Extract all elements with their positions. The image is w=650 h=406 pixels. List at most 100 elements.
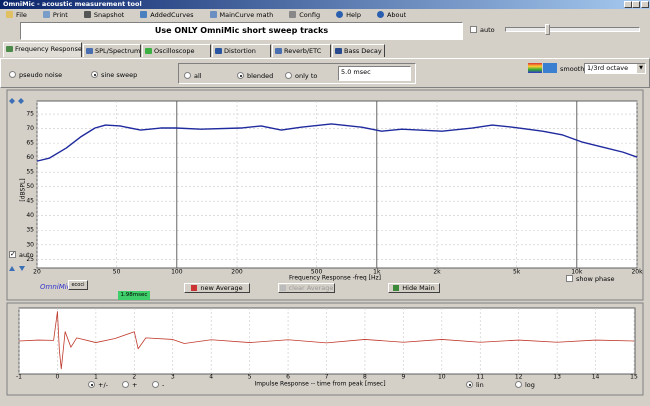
- y-tick-label: 40: [26, 212, 34, 219]
- menu-label: Print: [52, 10, 68, 19]
- menu-label: Config: [299, 10, 321, 19]
- menu-item[interactable]: Snapshot: [83, 10, 125, 19]
- x-tick-label: 1: [94, 374, 98, 381]
- smoothing-value: 1/3rd octave: [587, 64, 629, 72]
- new-average-button[interactable]: new Average: [184, 283, 250, 293]
- window-group: [178, 63, 416, 84]
- close-button[interactable]: [641, 1, 649, 8]
- radio-polarity[interactable]: +: [122, 381, 137, 389]
- slider-track[interactable]: [505, 27, 640, 32]
- hide-main-button[interactable]: Hide Main: [388, 283, 440, 293]
- radio-polarity[interactable]: +/-: [88, 381, 108, 389]
- radio-pseudo-noise[interactable]: pseudo noise: [9, 71, 62, 79]
- y-tick-label: 65: [26, 140, 34, 147]
- clear-average-button[interactable]: clear Average: [278, 283, 335, 293]
- menu-item[interactable]: Print: [42, 10, 68, 19]
- tab[interactable]: Distortion: [212, 44, 271, 57]
- tab[interactable]: Oscilloscope: [142, 44, 211, 57]
- x-tick-label: 200: [231, 269, 243, 276]
- x-tick-label: 50: [113, 269, 121, 276]
- menu-label: Snapshot: [93, 10, 125, 19]
- menu-label: MainCurve math: [219, 10, 274, 19]
- menu-item[interactable]: AddedCurves: [140, 10, 194, 19]
- freq-y-label: [dBSPL]: [20, 178, 27, 201]
- window-time-input[interactable]: 5.0 msec: [338, 66, 411, 81]
- y-tick-label: 55: [26, 169, 34, 176]
- button-label: Hide Main: [402, 284, 435, 292]
- delay-box: 1.98msec: [118, 291, 150, 300]
- smoothing-label: smoothing: [560, 65, 595, 73]
- tab[interactable]: SPL/Spectrum: [83, 44, 141, 57]
- radio-sine-sweep[interactable]: sine sweep: [91, 71, 137, 79]
- y-tick-label: 30: [26, 241, 34, 248]
- brand-label: OmniMic: [40, 283, 71, 291]
- view-icon[interactable]: [543, 63, 557, 73]
- menu-item[interactable]: Config: [289, 11, 320, 19]
- auto-checkbox[interactable]: auto: [470, 26, 495, 34]
- x-tick-label: 7: [325, 374, 329, 381]
- radio-all[interactable]: all: [184, 72, 202, 80]
- x-tick-label: 14: [592, 374, 600, 381]
- x-tick-label: 1k: [373, 269, 381, 276]
- y-tick-label: 60: [26, 154, 34, 161]
- x-tick-label: 20k: [631, 269, 643, 276]
- show-phase-checkbox[interactable]: show phase: [566, 275, 614, 283]
- x-tick-label: 100: [171, 269, 183, 276]
- menu-item[interactable]: About: [376, 11, 406, 19]
- freq-plot-area: [36, 100, 638, 269]
- freq-x-label: Frequency Response -freq [Hz]: [289, 275, 381, 282]
- x-tick-label: 10: [438, 374, 446, 381]
- menu-label: File: [16, 10, 27, 19]
- button-label: clear Average: [288, 284, 334, 292]
- menu-item[interactable]: MainCurve math: [209, 10, 274, 19]
- menu-item[interactable]: Help: [336, 11, 361, 19]
- title-bar: OmniMic - acoustic measurement tool: [0, 0, 650, 9]
- x-tick-label: 2: [132, 374, 136, 381]
- menu-label: Help: [346, 10, 361, 19]
- smoothing-select[interactable]: 1/3rd octave ▼: [584, 63, 646, 74]
- x-tick-label: 500: [311, 269, 323, 276]
- x-tick-label: 0: [56, 374, 60, 381]
- menu-bar: File Print Snapshot AddedCurves MainCurv…: [0, 9, 650, 20]
- x-tick-label: 10k: [571, 269, 583, 276]
- menu-item[interactable]: File: [6, 11, 27, 19]
- scale-arrows[interactable]: [9, 266, 25, 271]
- tab[interactable]: Bass Decay: [332, 44, 385, 57]
- tab[interactable]: Reverb/ETC: [272, 44, 331, 57]
- button-label: new Average: [200, 284, 243, 292]
- minimize-button[interactable]: [624, 1, 632, 8]
- y-tick-label: 25: [26, 256, 34, 263]
- x-tick-label: 13: [553, 374, 561, 381]
- x-tick-label: 15: [630, 374, 638, 381]
- y-tick-label: 70: [26, 125, 34, 132]
- radio-log[interactable]: log: [515, 381, 535, 389]
- zoom-icons[interactable]: [9, 98, 24, 104]
- x-tick-label: -1: [16, 374, 22, 381]
- impulse-plot-area: [18, 307, 636, 375]
- color-icon[interactable]: [528, 63, 542, 73]
- menu-label: AddedCurves: [150, 10, 194, 19]
- radio-only-to[interactable]: only to: [285, 72, 317, 80]
- x-tick-label: 6: [286, 374, 290, 381]
- radio-polarity[interactable]: -: [152, 381, 164, 389]
- y-tick-label: 35: [26, 227, 34, 234]
- dropdown-arrow[interactable]: ▼: [637, 64, 645, 73]
- tab[interactable]: Frequency Response: [3, 42, 82, 57]
- x-tick-label: 5: [248, 374, 252, 381]
- x-tick-label: 20: [33, 269, 41, 276]
- maximize-button[interactable]: [632, 1, 640, 8]
- slider-thumb[interactable]: [545, 24, 550, 35]
- y-tick-label: 45: [26, 198, 34, 205]
- frequency-curve: [36, 123, 638, 162]
- radio-blended[interactable]: blended: [237, 72, 273, 80]
- x-tick-label: 8: [363, 374, 367, 381]
- window-title: OmniMic - acoustic measurement tool: [3, 0, 142, 8]
- x-tick-label: 12: [515, 374, 523, 381]
- freq-auto-checkbox[interactable]: auto: [9, 250, 34, 259]
- impulse-curve: [18, 311, 635, 370]
- small-button[interactable]: ecoci: [68, 280, 88, 290]
- x-tick-label: 2k: [433, 269, 441, 276]
- x-tick-label: 4: [209, 374, 213, 381]
- radio-lin[interactable]: lin: [466, 381, 484, 389]
